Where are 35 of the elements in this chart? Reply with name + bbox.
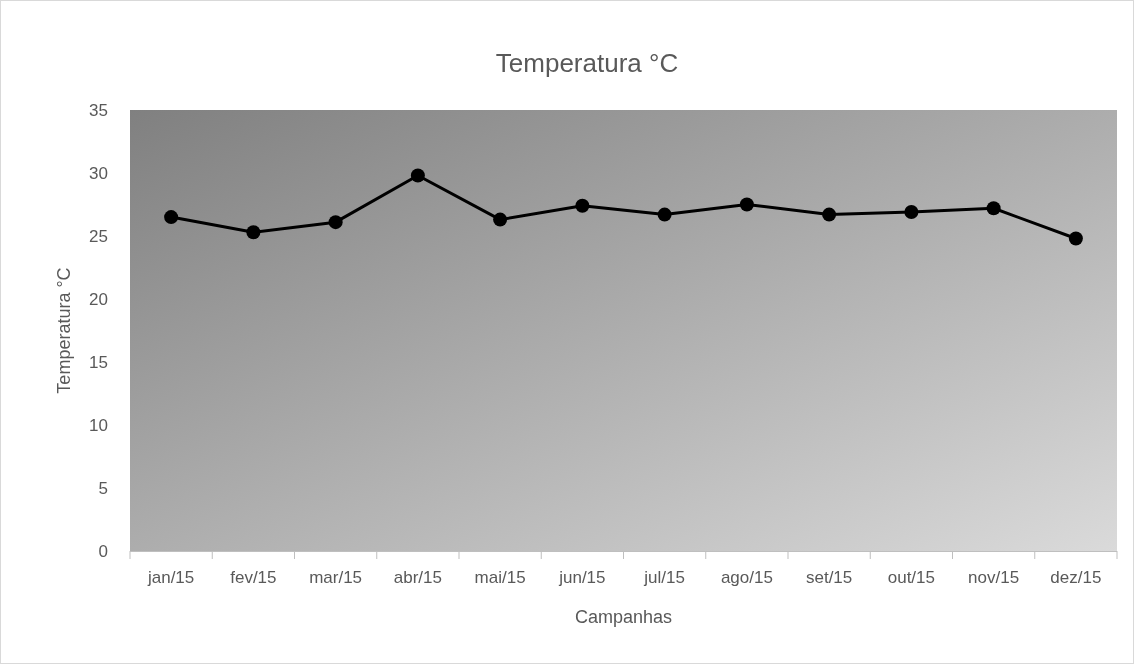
point — [822, 207, 837, 222]
point — [1068, 231, 1083, 246]
point — [657, 207, 672, 222]
point — [904, 205, 919, 220]
y-tick-label: 20 — [89, 289, 108, 309]
point — [493, 212, 508, 227]
x-tick-label: nov/15 — [968, 568, 1020, 587]
x-tick-label: fev/15 — [230, 568, 277, 587]
x-tick-label: out/15 — [887, 568, 936, 587]
y-tick-label: 10 — [89, 415, 108, 435]
x-tick-label: mar/15 — [309, 568, 363, 587]
x-tick-label: mai/15 — [474, 568, 526, 587]
chart-title: Temperatura °C — [495, 48, 679, 78]
y-tick-label: 15 — [89, 352, 108, 372]
x-axis-title: Campanhas — [574, 607, 673, 627]
point — [986, 201, 1001, 216]
point — [739, 197, 754, 212]
point — [575, 198, 590, 213]
x-tick-label: set/15 — [805, 568, 853, 587]
y-tick-label: 35 — [89, 100, 108, 120]
x-tick-label: dez/15 — [1050, 568, 1102, 587]
y-tick-label: 30 — [89, 163, 108, 183]
point — [246, 225, 261, 240]
point — [328, 215, 343, 230]
point — [410, 168, 425, 183]
y-tick-label: 25 — [89, 226, 108, 246]
x-tick-label: ago/15 — [720, 568, 773, 587]
point — [164, 210, 179, 225]
y-axis-title: Temperatura °C — [54, 267, 74, 394]
x-tick-label: jun/15 — [558, 568, 606, 587]
x-tick-label: abr/15 — [393, 568, 442, 587]
y-tick-label: 0 — [98, 541, 108, 561]
x-tick-label: jul/15 — [643, 568, 685, 587]
y-tick-label: 5 — [98, 478, 108, 498]
x-tick-label: jan/15 — [146, 568, 195, 587]
